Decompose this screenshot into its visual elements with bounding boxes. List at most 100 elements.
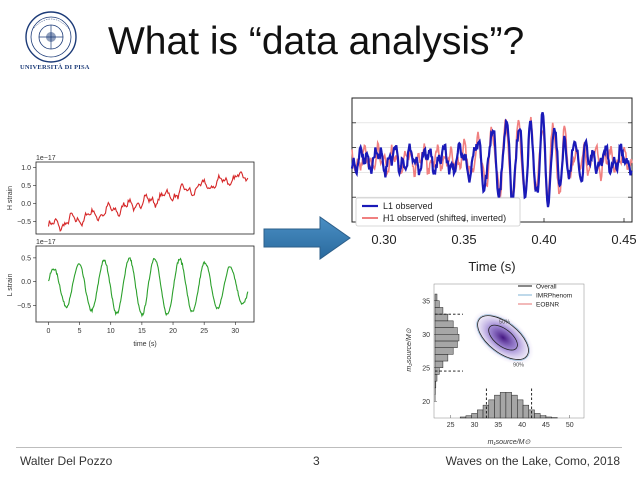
m-xtick-label: 30 [471,422,479,429]
m1-hist-bar [465,415,472,419]
m2-hist-bar [434,300,440,308]
h-offset-label: 1e−17 [36,155,56,162]
h-axes-frame [35,161,255,235]
h-ylabel: H strain [7,186,14,210]
legend-label-overall: Overall [536,284,557,291]
footer-page-number: 3 [313,454,320,468]
m1-hist-bar [488,399,495,419]
m2-hist-bar [434,320,454,328]
m2-hist-bar [434,293,438,301]
m2-marginal-histogram [434,293,463,402]
m-posterior-contours: 90% 50% [472,310,534,369]
m-xtick-label: 35 [494,422,502,429]
mass-posterior-plot: 25 30 35 40 45 50 35 30 25 20 90% 50% Overall IMRP… [406,284,585,446]
m-tick-labels: 25 30 35 40 45 50 35 30 25 20 [422,298,574,429]
l-xtick-label: 25 [200,328,208,335]
l-xlabel: time (s) [133,341,156,348]
footer-rule [16,447,622,448]
m2-hist-bar [434,334,460,342]
m-ytick-label: 20 [422,399,430,406]
w-tick-labels: 0.30 0.35 0.40 0.45 [371,218,637,247]
m2-hist-bar [434,380,437,389]
logo-caption: UNIVERSITÀ DI PISA [20,64,90,71]
m1-hist-bar [459,416,467,419]
l-xtick-label: 10 [107,328,115,335]
m1-hist-bar [477,409,484,419]
posterior-density [472,310,534,365]
m2-hist-bar [434,307,444,315]
legend-label-eobnr: EOBNR [536,302,559,309]
l-offset-label: 1e−17 [36,239,56,246]
m-xtick-label: 45 [542,422,550,429]
right-arrow-icon [263,216,351,260]
h-ytick-label: 1.0 [21,165,31,172]
w-xtick-label: 0.35 [451,232,476,247]
slide-title: What is “data analysis”? [108,20,525,63]
w-xtick-label: 0.40 [531,232,556,247]
m1-hist-bar [522,404,530,419]
m1-hist-bar [499,392,507,419]
m1-hist-bar [471,413,478,419]
legend-label-h1: H1 observed (shifted, inverted) [383,213,506,223]
legend-label-l1: L1 observed [383,201,433,211]
m1-hist-bar [511,394,518,419]
w-xlabel: Time (s) [468,259,515,274]
l-ytick-label: 0.5 [21,255,31,262]
m1-hist-bar [494,394,501,419]
legend-label-imrphenom: IMRPhenom [536,293,572,300]
contour-imrphenom [476,314,530,361]
l-xtick-label: 15 [138,328,146,335]
l-axes-frame [35,245,255,323]
m2-hist-bar [434,327,458,335]
whitened-strain-plot: L1 observed H1 observed (shifted, invert… [350,97,637,274]
m2-hist-bar [434,313,449,322]
m-ytick-label: 25 [422,365,430,372]
m1-hist-bar [545,416,552,419]
m-ylabel: m₂source/M⊙ [406,328,413,371]
l-ytick-label: 0.0 [21,279,31,286]
h-ytick-label: 0.0 [21,201,31,208]
m1-hist-bar [482,404,490,419]
m1-hist-bar [505,392,512,419]
footer-author: Walter Del Pozzo [20,454,113,468]
l-xtick-label: 5 [78,328,82,335]
h-tick-labels: 1.0 0.5 0.0 −0.5 [17,165,36,226]
contour-label-90: 90% [513,363,524,369]
l1-observed-line [350,111,633,208]
m-ytick-label: 30 [422,332,430,339]
m-ytick-label: 35 [422,298,430,305]
m-xtick-label: 50 [566,422,574,429]
l-strain-line [48,257,249,318]
w-xtick-label: 0.45 [611,232,636,247]
m2-hist-bar [434,374,438,382]
strain-plots: 1e−17 H strain 1.0 0.5 0.0 −0.5 1e−17 L str… [7,155,255,348]
m-xtick-label: 25 [447,422,455,429]
l-ylabel: L strain [7,274,14,297]
l-tick-labels: 0.5 0.0 −0.5 0 5 10 15 20 25 30 [17,255,239,335]
m1-hist-bar [539,415,547,419]
m1-marginal-histogram [459,388,558,419]
contour-50 [488,324,518,351]
h-ytick-label: −0.5 [17,219,31,226]
l-xtick-label: 0 [47,328,51,335]
university-seal-logo [25,11,77,63]
l-xtick-label: 30 [231,328,239,335]
w-xtick-label: 0.30 [371,232,396,247]
m1-hist-bar [517,399,524,419]
l-xtick-label: 20 [169,328,177,335]
m2-hist-bar [434,354,449,362]
l-ytick-label: −0.5 [17,303,31,310]
footer-event: Waves on the Lake, Como, 2018 [445,454,620,468]
m2-hist-bar [434,347,454,355]
m2-hist-bar [434,340,458,348]
m2-hist-bar [434,360,444,369]
contour-90 [477,315,529,360]
m-xlabel: m₁source/M⊙ [488,439,531,446]
m1-hist-bar [534,413,541,419]
h-ytick-label: 0.5 [21,183,31,190]
contour-label-50: 50% [499,320,510,326]
w-legend-box [355,197,521,227]
w-legend: L1 observed H1 observed (shifted, invert… [355,197,521,227]
m-legend: Overall IMRPhenom EOBNR [518,284,572,309]
